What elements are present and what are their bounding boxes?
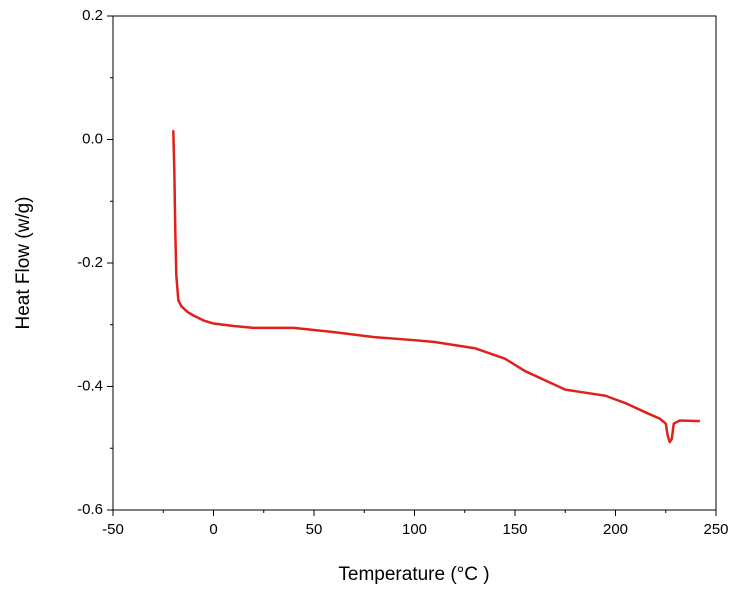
y-axis-label: Heat Flow (w/g) xyxy=(13,196,34,329)
x-tick-label: 100 xyxy=(402,521,427,538)
y-tick-label: -0.2 xyxy=(77,254,103,271)
x-tick-label: 50 xyxy=(306,521,323,538)
x-tick-label: 200 xyxy=(603,521,628,538)
y-tick-label: 0.2 xyxy=(82,7,103,24)
plot-frame xyxy=(112,15,717,511)
x-tick-label: 0 xyxy=(209,521,217,538)
x-tick-label: 150 xyxy=(502,521,527,538)
y-tick-label: -0.4 xyxy=(77,377,103,394)
y-tick-label: 0.0 xyxy=(82,130,103,147)
x-tick-label: 250 xyxy=(703,521,728,538)
x-tick-label: -50 xyxy=(102,521,124,538)
y-tick-label: -0.6 xyxy=(77,501,103,518)
data-line xyxy=(172,130,700,444)
x-axis-label: Temperature (°C ) xyxy=(338,564,489,585)
